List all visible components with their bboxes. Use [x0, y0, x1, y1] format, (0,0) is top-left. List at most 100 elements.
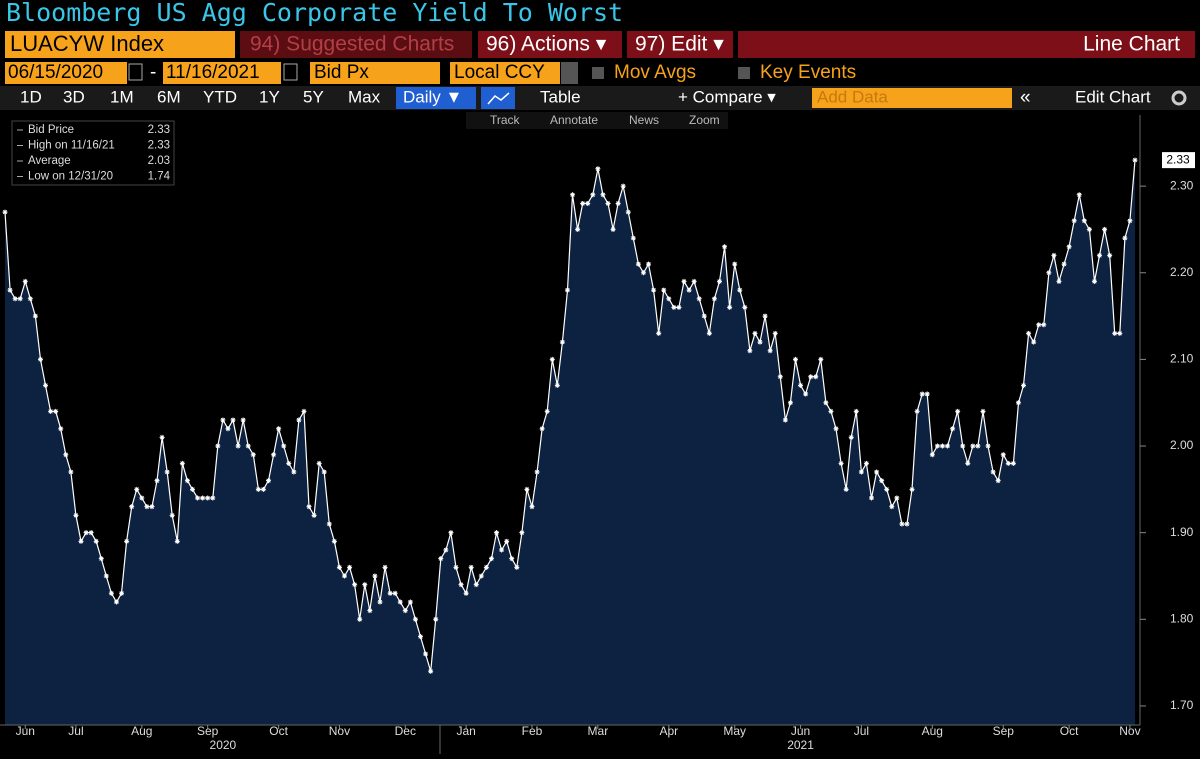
- point-marker: [828, 408, 834, 414]
- point-marker: [767, 348, 773, 354]
- point-marker: [899, 521, 905, 527]
- point-marker: [772, 330, 778, 336]
- suggested-label: 94) Suggested Charts: [250, 33, 454, 56]
- calendar-icon[interactable]: [283, 63, 298, 81]
- currency-box[interactable]: [450, 62, 560, 84]
- add-data-input[interactable]: [812, 88, 1012, 108]
- point-marker: [818, 356, 824, 362]
- point-marker: [722, 244, 728, 250]
- legend-label: Average: [28, 155, 71, 167]
- point-marker: [357, 616, 363, 622]
- point-marker: [1036, 322, 1042, 328]
- tool-button[interactable]: News: [629, 113, 659, 127]
- y-tick-label: 1.80: [1170, 611, 1194, 625]
- x-tick-label: Dec: [395, 724, 416, 738]
- point-marker: [950, 426, 956, 432]
- point-marker: [7, 287, 13, 293]
- point-marker: [874, 469, 880, 475]
- point-marker: [1122, 235, 1128, 241]
- point-marker: [813, 374, 819, 380]
- point-marker: [423, 651, 429, 657]
- plot: 1.70 1.80 1.90 2.00 2.10 2.20 2.30 2.33 Jun Jul Au…: [0, 115, 1195, 754]
- key-events: Key Events: [760, 62, 856, 83]
- tool-button[interactable]: Annotate: [550, 113, 598, 127]
- point-marker: [271, 452, 277, 458]
- point-marker: [1041, 322, 1047, 328]
- price-tag-box: [1162, 152, 1195, 169]
- point-marker: [473, 582, 479, 588]
- checkbox[interactable]: [592, 67, 604, 79]
- point-marker: [58, 426, 64, 432]
- point-marker: [286, 460, 292, 466]
- point-marker: [448, 530, 454, 536]
- point-marker: [418, 634, 424, 640]
- table-button[interactable]: Table: [540, 87, 581, 106]
- edit-chart-button[interactable]: Edit Chart: [1075, 87, 1151, 106]
- point-marker: [342, 573, 348, 579]
- range-button[interactable]: 3D: [63, 87, 85, 106]
- field-box[interactable]: [310, 62, 440, 84]
- tool-button[interactable]: Zoom: [689, 113, 720, 127]
- point-marker: [711, 296, 717, 302]
- point-marker: [144, 504, 150, 510]
- point-marker: [301, 408, 307, 414]
- area: [5, 160, 1135, 726]
- x-tick-label: Mar: [588, 724, 609, 738]
- point-marker: [83, 530, 89, 536]
- point-marker: [985, 443, 991, 449]
- point-marker: [215, 443, 221, 449]
- point-marker: [564, 287, 570, 293]
- range-button[interactable]: Max: [348, 87, 381, 106]
- edit-button[interactable]: [627, 31, 733, 58]
- calendar-icon[interactable]: [128, 63, 143, 81]
- point-marker: [93, 538, 99, 544]
- ticker-box[interactable]: [5, 31, 235, 58]
- point-marker: [174, 538, 180, 544]
- point-marker: [260, 486, 266, 492]
- actions-button[interactable]: [478, 31, 622, 58]
- point-marker: [747, 348, 753, 354]
- x-tick-label: Jul: [854, 724, 869, 738]
- point-marker: [240, 417, 246, 423]
- point-marker: [189, 486, 195, 492]
- point-marker: [17, 296, 23, 302]
- range-button[interactable]: 1Y: [259, 87, 280, 106]
- checkbox[interactable]: [738, 67, 750, 79]
- point-marker: [245, 443, 251, 449]
- point-marker: [666, 296, 672, 302]
- point-marker: [291, 469, 297, 475]
- year-label: 2021: [787, 738, 814, 752]
- point-marker: [909, 486, 915, 492]
- range-button[interactable]: 1D: [20, 87, 42, 106]
- range-button[interactable]: 6M: [157, 87, 181, 106]
- tool-button[interactable]: Track: [490, 113, 521, 127]
- point-marker: [696, 296, 702, 302]
- point-marker: [210, 495, 216, 501]
- range-button[interactable]: 1M: [110, 87, 134, 106]
- point-marker: [63, 452, 69, 458]
- point-marker: [544, 408, 550, 414]
- year-label: 2020: [210, 738, 237, 752]
- currency-dropdown[interactable]: [561, 62, 578, 84]
- frequency-button[interactable]: [396, 87, 476, 109]
- point-marker: [524, 486, 530, 492]
- settings-icon[interactable]: [1171, 90, 1187, 106]
- collapse-button[interactable]: «: [1020, 87, 1031, 108]
- legend-value: 2.33: [148, 140, 170, 152]
- range-button[interactable]: 5Y: [303, 87, 324, 106]
- start-date-box[interactable]: [5, 62, 127, 84]
- y-tick-label: 2.00: [1170, 438, 1194, 452]
- suggested-button[interactable]: [240, 31, 472, 58]
- point-marker: [113, 599, 119, 605]
- point-marker: [752, 330, 758, 336]
- end-date-box[interactable]: [163, 62, 281, 84]
- point-marker: [879, 478, 885, 484]
- point-marker: [382, 564, 388, 570]
- point-marker: [504, 538, 510, 544]
- point-marker: [716, 278, 722, 284]
- point-marker: [48, 408, 54, 414]
- point-marker: [88, 530, 94, 536]
- compare-button[interactable]: + Compare ▾: [678, 87, 776, 106]
- point-marker: [1051, 252, 1057, 258]
- range-button[interactable]: YTD: [203, 87, 237, 106]
